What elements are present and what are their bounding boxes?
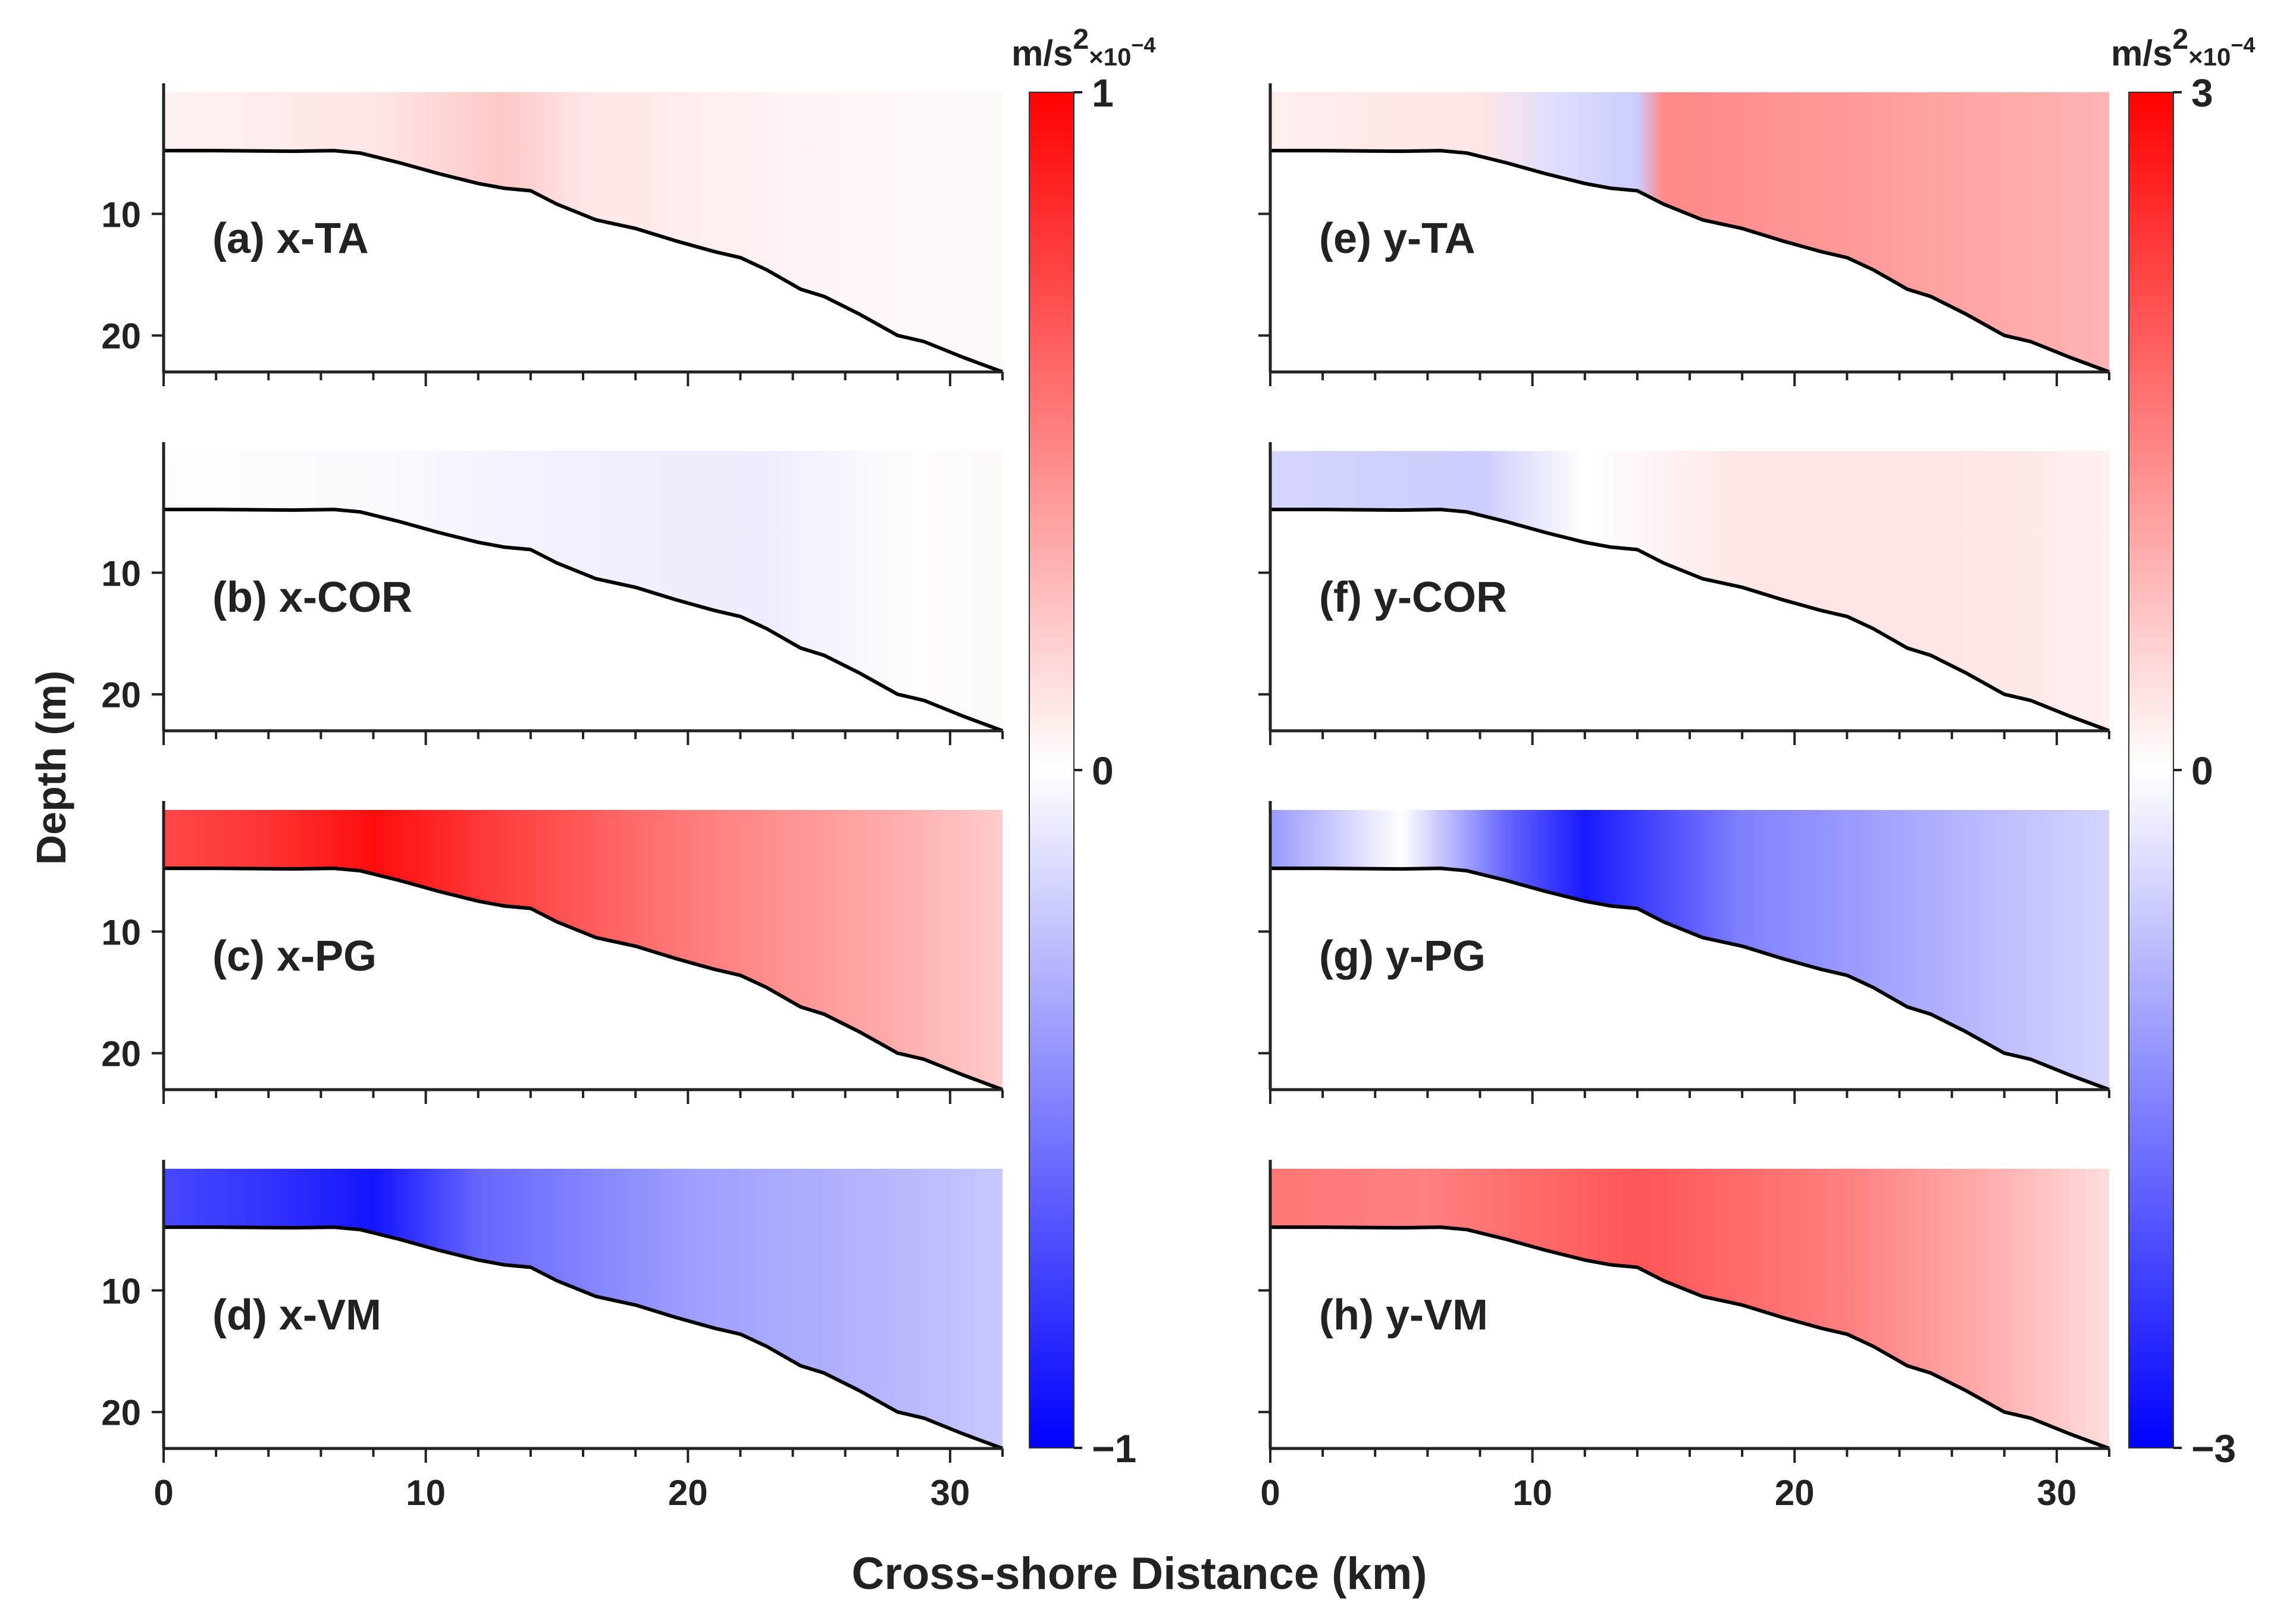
y-tick-label: 20 [101,1034,141,1074]
y-tick-label: 20 [101,1393,141,1433]
x-tick-label: 20 [1775,1473,1815,1513]
panel-label-c: (c) x-PG [212,933,377,980]
panel-label-e: (e) y-TA [1319,215,1476,262]
panels-layer: 10 20 (a) x-TA 10 20 (b) x-COR 10 20 (c) x-PG 10 2… [101,83,2110,1513]
y-tick-label: 10 [101,912,141,952]
bathymetry-line-f [1270,508,2110,733]
y-tick-label: 20 [101,675,141,715]
colorbars: 10−1m/s2×10−430−3m/s2×10−4 [1011,24,2255,1471]
panel-d: 10 20 0 10 20 30 (d) x-VM [101,1160,1004,1513]
field-b [164,451,1003,731]
field-h [1270,1169,2109,1448]
colorbar-gradient [2128,92,2174,1448]
colorbar-unit-label: m/s2×10−4 [1011,24,1155,73]
x-tick-label: 0 [1260,1473,1280,1513]
field-d [164,1169,1003,1448]
bathymetry-line-h [1270,1225,2110,1450]
x-axis-label: Cross-shore Distance (km) [851,1548,1427,1599]
colorbar-tick-label: −1 [1092,1426,1136,1471]
bathymetry-line-a [164,149,1004,374]
panel-label-b: (b) x-COR [212,574,412,621]
panel-a: 10 20 (a) x-TA [101,83,1004,386]
bathymetry-line-c [164,866,1004,1091]
bathymetry-line-g [1270,866,2110,1091]
colorbar-tick-label: 0 [1092,749,1114,793]
y-axis-label: Depth (m) [28,671,74,865]
colorbar-left: 1 0 −1 m/s2×10−4 [1011,24,1155,1471]
x-tick-label: 20 [668,1473,708,1513]
colorbar-tick-label: 3 [2191,71,2213,115]
bathymetry-line-e [1270,149,2110,374]
colorbar-gradient [1029,92,1075,1448]
x-tick-label: 30 [2037,1473,2077,1513]
x-tick-label: 0 [154,1473,173,1513]
y-tick-label: 10 [101,195,141,234]
panel-b: 10 20 (b) x-COR [101,442,1004,745]
field-e [1270,92,2109,372]
colorbar-tick-label: 1 [1092,71,1114,115]
y-tick-label: 20 [101,317,141,356]
x-tick-label: 30 [931,1473,970,1513]
colorbar-right: 3 0 −3 m/s2×10−4 [2111,24,2255,1471]
field-f [1270,451,2109,731]
bathymetry-line-b [164,508,1004,733]
panel-label-f: (f) y-COR [1319,574,1507,621]
panel-label-h: (h) y-VM [1319,1291,1488,1339]
panel-label-a: (a) x-TA [212,215,369,262]
panel-e: (e) y-TA [1258,83,2110,386]
panel-f: (f) y-COR [1258,442,2110,745]
x-tick-label: 10 [1512,1473,1552,1513]
field-a [164,92,1003,372]
y-tick-label: 10 [101,553,141,593]
panel-g: (g) y-PG [1258,801,2110,1104]
panel-label-g: (g) y-PG [1319,933,1486,980]
field-c [164,810,1003,1090]
colorbar-unit-label: m/s2×10−4 [2111,24,2255,73]
y-tick-label: 10 [101,1271,141,1311]
x-tick-label: 10 [406,1473,446,1513]
colorbar-tick-label: 0 [2191,749,2213,793]
colorbar-tick-label: −3 [2191,1426,2236,1471]
bathymetry-line-d [164,1225,1004,1450]
panel-c: 10 20 (c) x-PG [101,801,1004,1104]
panel-label-d: (d) x-VM [212,1291,381,1339]
panel-h: 0 10 20 30 (h) y-VM [1258,1160,2110,1513]
field-g [1270,810,2109,1090]
